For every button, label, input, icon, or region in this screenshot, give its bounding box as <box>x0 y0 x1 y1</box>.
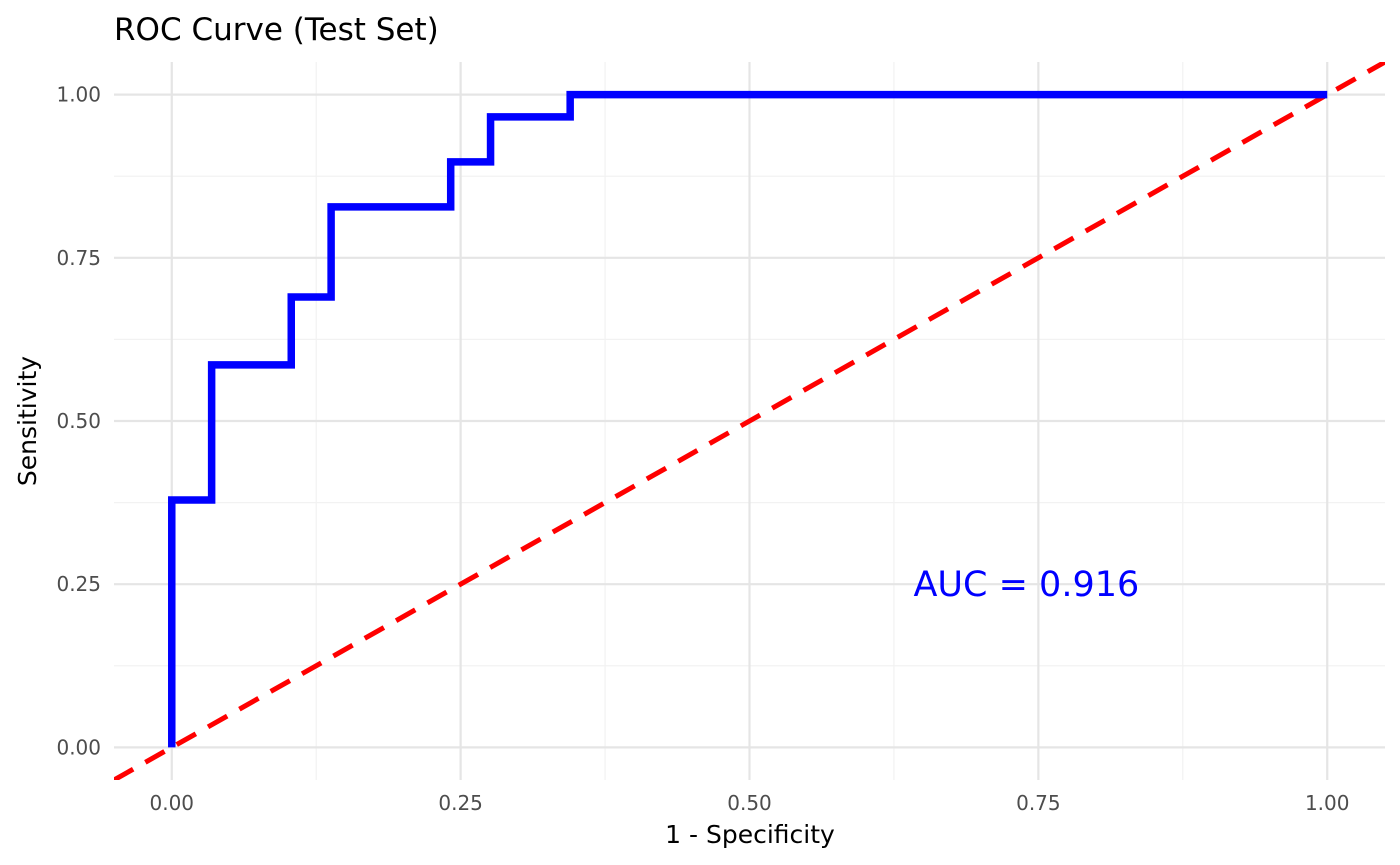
auc-annotation: AUC = 0.916 <box>913 565 1139 605</box>
y-tick-label: 0.50 <box>56 409 101 433</box>
x-tick-label: 0.00 <box>150 791 195 815</box>
x-tick-label: 0.25 <box>438 791 483 815</box>
x-tick-label: 0.75 <box>1016 791 1061 815</box>
annotations: AUC = 0.916 <box>913 565 1139 605</box>
y-tick-label: 0.25 <box>56 572 101 596</box>
reference-diagonal-line <box>114 62 1385 780</box>
series-layer <box>114 62 1385 780</box>
x-axis-title: 1 - Specificity <box>665 820 835 849</box>
y-tick-label: 0.00 <box>56 735 101 759</box>
tick-labels: 0.00 0.25 0.50 0.75 1.00 0.00 0.25 0.50 0.75 1.00 <box>56 83 1349 815</box>
chart-title: ROC Curve (Test Set) <box>114 12 439 48</box>
x-tick-label: 1.00 <box>1305 791 1350 815</box>
roc-curve-line <box>168 90 1328 748</box>
y-tick-label: 1.00 <box>56 83 101 107</box>
x-tick-label: 0.50 <box>727 791 772 815</box>
y-tick-label: 0.75 <box>56 246 101 270</box>
y-axis-title: Sensitivity <box>13 356 42 486</box>
